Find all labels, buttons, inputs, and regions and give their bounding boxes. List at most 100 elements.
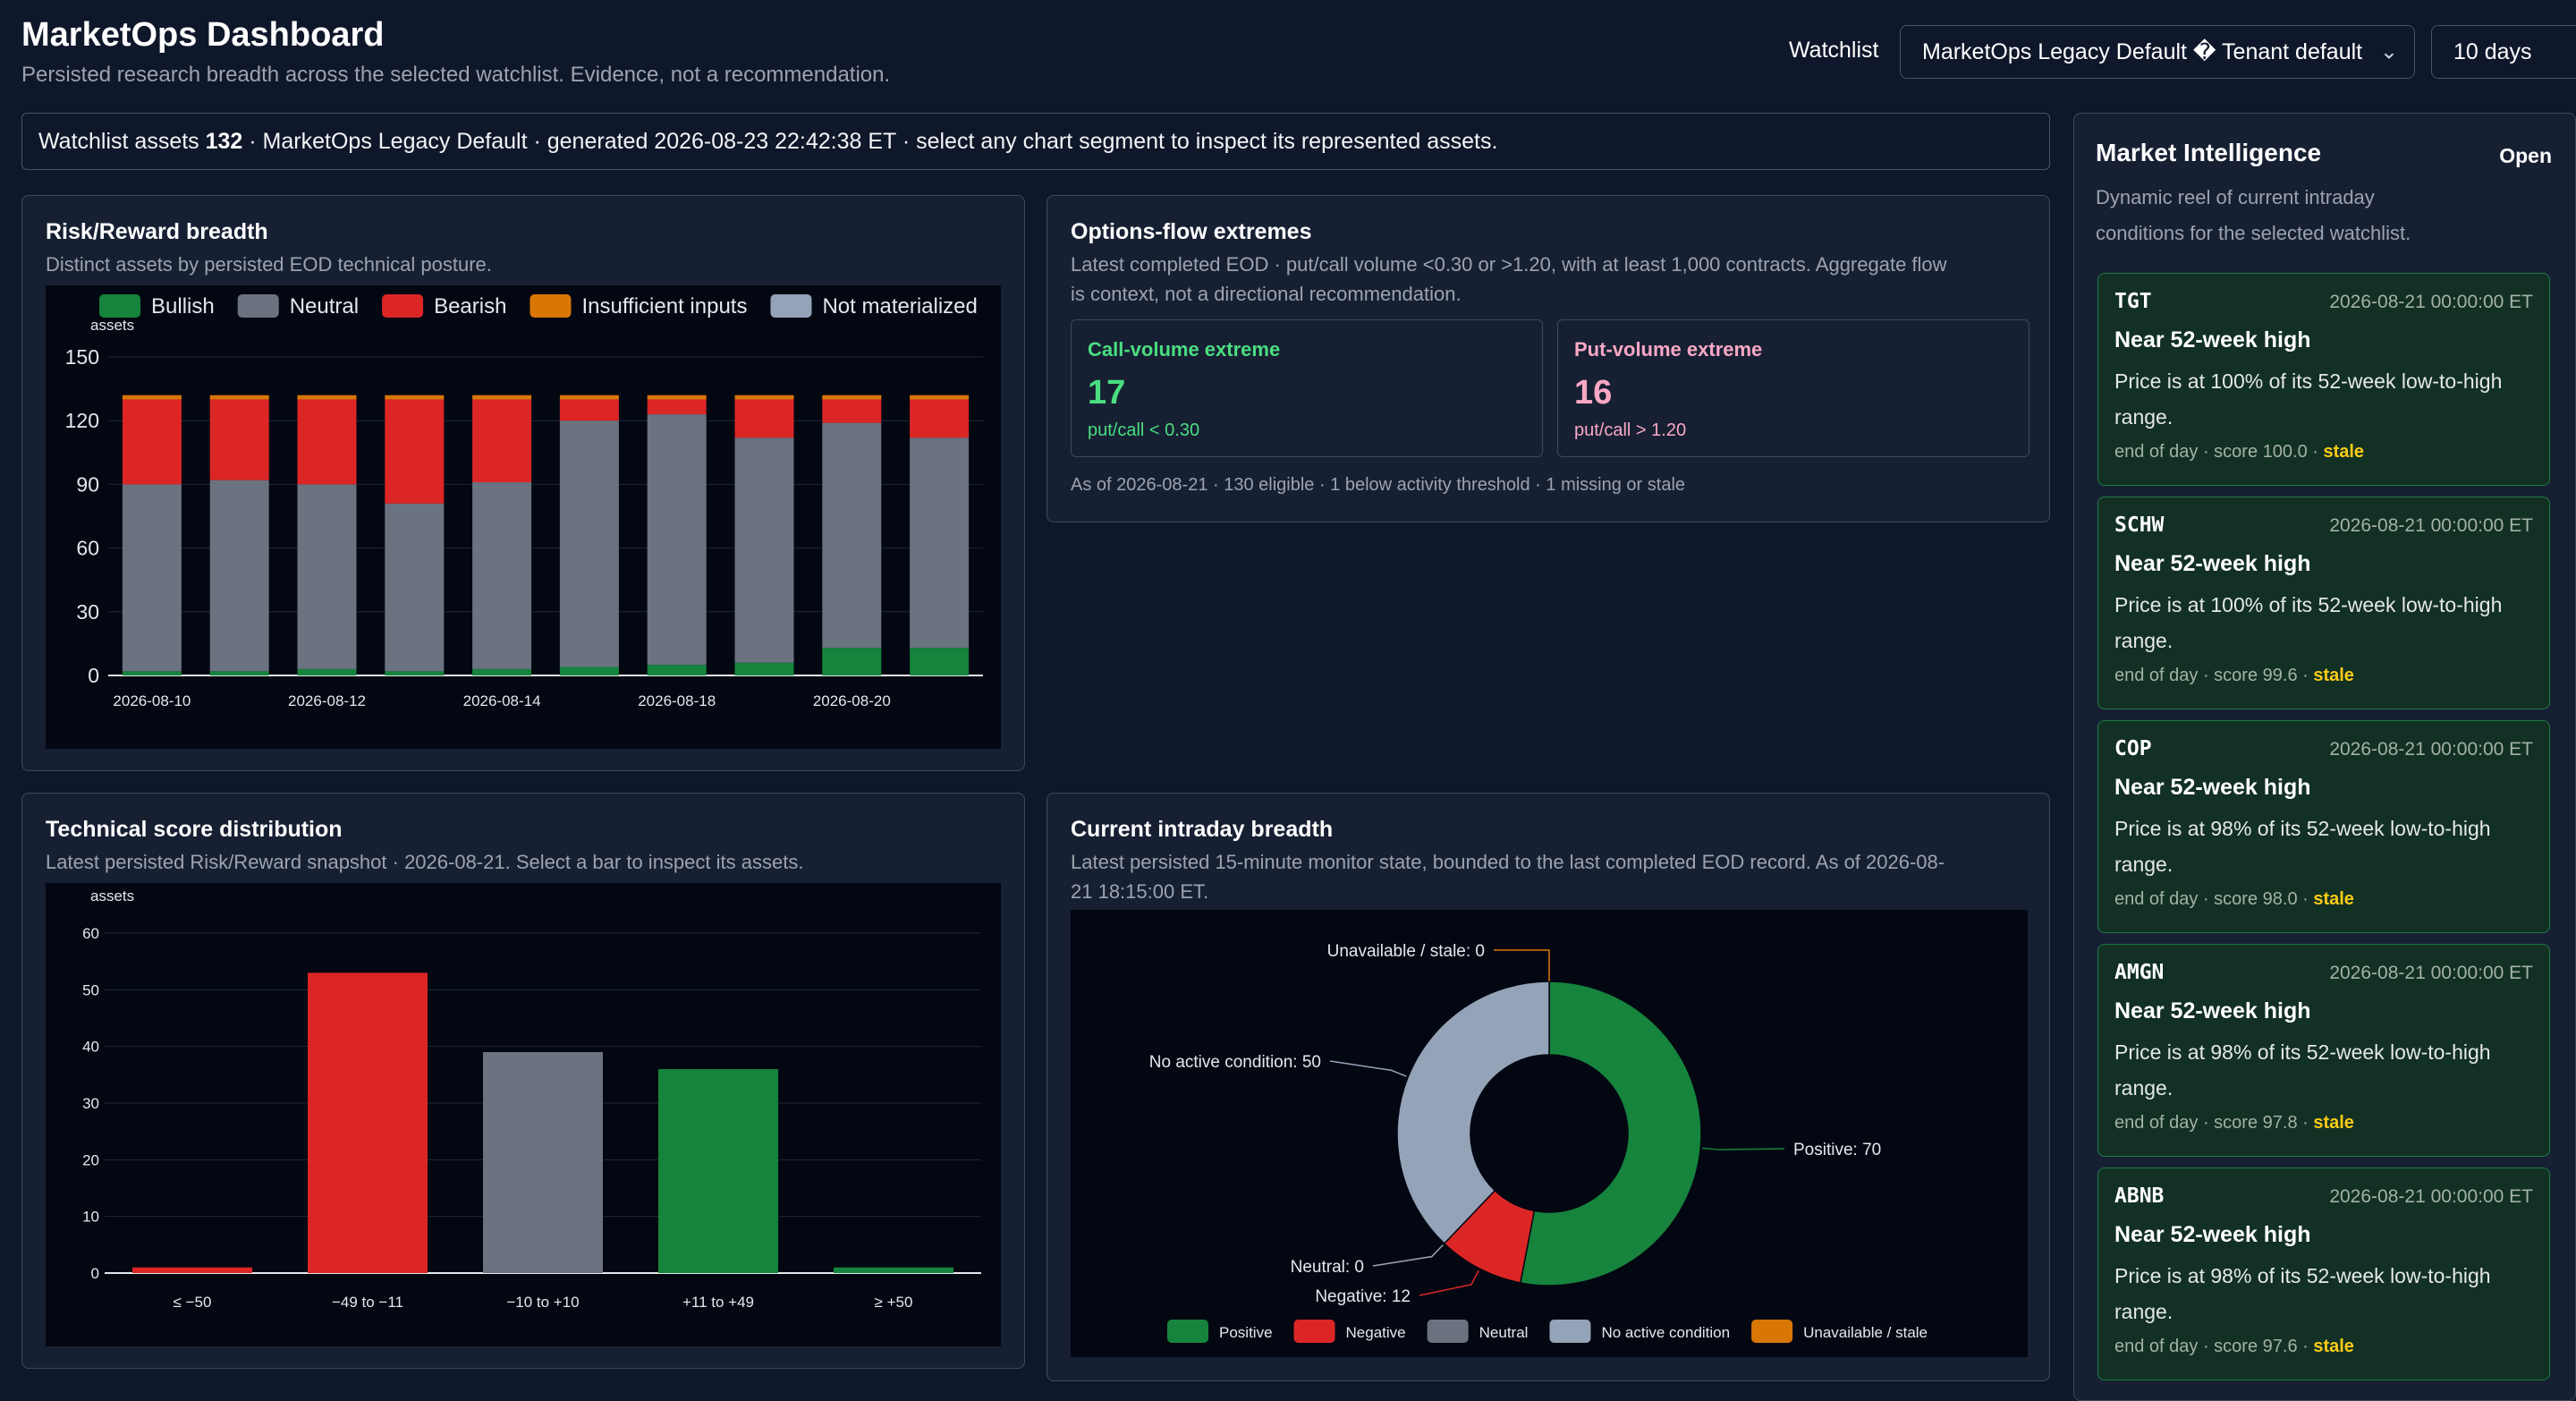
bar-segment: [559, 420, 619, 667]
item-footer-text: end of day · score 98.0 ·: [2114, 889, 2314, 909]
legend-swatch: [770, 294, 812, 318]
slice-label: Unavailable / stale: 0: [1327, 942, 1485, 961]
x-tick-label: 2026-08-18: [638, 692, 716, 709]
item-footer: end of day · score 97.8 · stale: [2114, 1113, 2354, 1134]
leader-line: [1494, 949, 1550, 981]
panel-subtitle-line: conditions for the selected watchlist.: [2096, 222, 2411, 244]
y-tick-label: 50: [82, 981, 99, 998]
item-timestamp: 2026-08-21 00:00:00 ET: [2329, 1186, 2533, 1207]
bar-segment: [822, 395, 882, 400]
bar-segment: [559, 667, 619, 675]
bar-segment: [209, 399, 269, 480]
donut-slice: [1519, 981, 1702, 1286]
panel-subtitle: Dynamic reel of current intraday conditi…: [2096, 180, 2411, 251]
item-description: Price is at 98% of its 52-week low-to-hi…: [2114, 1264, 2491, 1323]
score-bar: [834, 1267, 953, 1273]
bar-segment: [559, 395, 619, 400]
ticker-symbol: AMGN: [2114, 961, 2165, 984]
watchlist-select[interactable]: MarketOps Legacy Default � Tenant defaul…: [1900, 25, 2415, 79]
y-tick-label: 30: [76, 600, 99, 624]
technical-score-chart: assets 0 10 20 30 40 50 60 ≤ −50 −49 to −11 −10 to…: [82, 887, 981, 1311]
y-tick-label: 30: [82, 1095, 99, 1112]
page-subtitle: Persisted research breadth across the se…: [21, 63, 891, 87]
y-tick-label: 60: [82, 925, 99, 942]
open-link[interactable]: Open: [2499, 144, 2552, 167]
y-tick-label: 20: [82, 1151, 99, 1168]
slice-label: Negative: 12: [1315, 1287, 1411, 1306]
stale-badge: stale: [2323, 442, 2365, 462]
x-tick-label: 2026-08-14: [463, 692, 541, 709]
bar-segment: [910, 395, 970, 400]
risk-reward-chart: Bullish Neutral Bearish Insufficient inputs…: [65, 294, 983, 709]
technical-score-card: Technical score distribution Latest pers…: [21, 793, 1025, 1369]
card-subtitle-line: Latest persisted 15-minute monitor state…: [1071, 851, 1945, 873]
bar-segment: [385, 503, 445, 672]
leader-line: [1372, 1244, 1444, 1267]
x-tick-label: −49 to −11: [332, 1294, 403, 1311]
legend-swatch: [1167, 1320, 1208, 1343]
bar-segment: [822, 399, 882, 423]
ticker-symbol: SCHW: [2114, 514, 2165, 537]
legend-swatch: [530, 294, 572, 318]
item-description: Price is at 100% of its 52-week low-to-h…: [2114, 593, 2503, 652]
bar-segment: [297, 399, 357, 485]
item-footer-text: end of day · score 97.8 ·: [2114, 1113, 2314, 1133]
bar-segment: [385, 671, 445, 675]
bar-segment: [472, 668, 532, 675]
item-timestamp: 2026-08-21 00:00:00 ET: [2329, 963, 2533, 983]
x-tick-label: 2026-08-10: [113, 692, 191, 709]
chevron-down-icon: ⌄: [2575, 39, 2576, 65]
call-volume-extreme-tile[interactable]: Call-volume extreme 17 put/call < 0.30: [1071, 319, 1543, 457]
card-title: Technical score distribution: [46, 817, 343, 842]
item-footer: end of day · score 100.0 · stale: [2114, 442, 2364, 463]
card-title: Risk/Reward breadth: [46, 219, 268, 244]
item-timestamp: 2026-08-21 00:00:00 ET: [2329, 739, 2533, 760]
score-bar: [308, 972, 428, 1273]
bar-segment: [385, 395, 445, 400]
bar-segment: [734, 662, 794, 675]
y-tick-label: 10: [82, 1209, 99, 1226]
watchlist-select-value: MarketOps Legacy Default � Tenant defaul…: [1922, 39, 2363, 64]
item-headline: Near 52-week high: [2114, 551, 2311, 576]
item-footer: end of day · score 98.0 · stale: [2114, 889, 2354, 910]
bar-segment: [910, 437, 970, 649]
card-subtitle-line: 21 18:15:00 ET.: [1071, 880, 1209, 903]
item-timestamp: 2026-08-21 00:00:00 ET: [2329, 515, 2533, 536]
y-axis-label: assets: [90, 317, 134, 334]
intelligence-item[interactable]: COP 2026-08-21 00:00:00 ET Near 52-week hi…: [2097, 720, 2550, 933]
bar-segment: [910, 399, 970, 438]
legend-swatch: [1549, 1320, 1591, 1343]
bar-segment: [734, 437, 794, 663]
panel-subtitle-line: Dynamic reel of current intraday: [2096, 186, 2375, 208]
x-tick-label: 2026-08-20: [813, 692, 891, 709]
item-footer-text: end of day · score 100.0 ·: [2114, 442, 2324, 462]
range-select[interactable]: 10 days ⌄: [2431, 25, 2576, 79]
intelligence-item[interactable]: ABNB 2026-08-21 00:00:00 ET Near 52-week h…: [2097, 1168, 2550, 1380]
put-extreme-label: Put-volume extreme: [1574, 338, 1763, 361]
item-headline: Near 52-week high: [2114, 998, 2311, 1023]
put-volume-extreme-tile[interactable]: Put-volume extreme 16 put/call > 1.20: [1557, 319, 2029, 457]
options-flow-card: Options-flow extremes Latest completed E…: [1046, 195, 2050, 522]
bar-segment: [297, 668, 357, 675]
intelligence-item[interactable]: AMGN 2026-08-21 00:00:00 ET Near 52-week h…: [2097, 944, 2550, 1157]
market-intelligence-panel: Market Intelligence Open Dynamic reel of…: [2073, 113, 2576, 1401]
intelligence-item[interactable]: TGT 2026-08-21 00:00:00 ET Near 52-week hi…: [2097, 273, 2550, 486]
score-bar: [483, 1052, 603, 1273]
legend-swatch: [99, 294, 140, 318]
options-footnote: As of 2026-08-21 · 130 eligible · 1 belo…: [1071, 475, 1686, 495]
intraday-donut-chart: Positive: 70 Negative: 12 Neutral: 0 No act…: [1149, 942, 1928, 1343]
ticker-symbol: ABNB: [2114, 1184, 2165, 1208]
y-tick-label: 90: [76, 472, 99, 496]
legend-label: Insufficient inputs: [581, 294, 747, 318]
score-bar: [132, 1267, 252, 1273]
item-description: Price is at 100% of its 52-week low-to-h…: [2114, 369, 2503, 429]
legend-label: Not materialized: [822, 294, 977, 318]
intelligence-item[interactable]: SCHW 2026-08-21 00:00:00 ET Near 52-week h…: [2097, 497, 2550, 709]
stale-badge: stale: [2313, 1113, 2354, 1133]
bar-segment: [472, 482, 532, 669]
item-footer: end of day · score 97.6 · stale: [2114, 1337, 2354, 1357]
ticker-symbol: TGT: [2114, 290, 2152, 313]
bar-segment: [822, 422, 882, 649]
item-description: Price is at 98% of its 52-week low-to-hi…: [2114, 817, 2491, 876]
put-extreme-value: 16: [1574, 374, 1613, 412]
